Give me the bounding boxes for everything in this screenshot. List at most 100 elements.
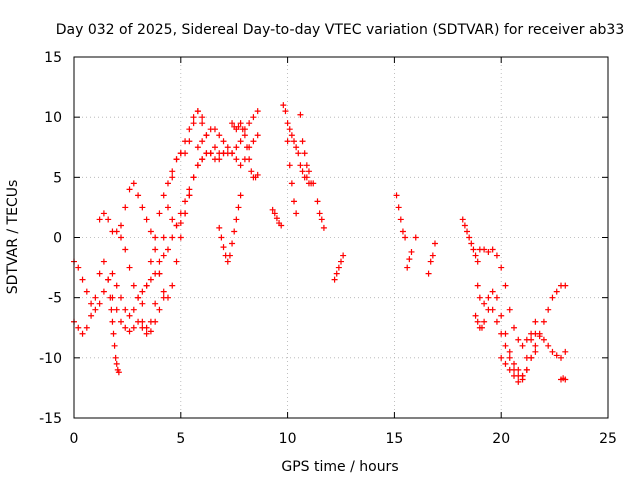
data-point (553, 288, 560, 295)
data-point (115, 369, 122, 376)
data-point (404, 264, 411, 271)
data-point (207, 150, 214, 157)
data-point (229, 240, 236, 247)
data-point (549, 294, 556, 301)
data-point (235, 204, 242, 211)
data-point (117, 222, 124, 229)
data-point (122, 324, 129, 331)
data-point (280, 102, 287, 109)
data-point (122, 204, 129, 211)
data-point (278, 222, 285, 229)
data-point (408, 248, 415, 255)
data-point (532, 348, 539, 355)
series-sat-track-s (425, 240, 438, 277)
series-sat-track-b (71, 258, 167, 337)
data-point (254, 108, 261, 115)
data-point (506, 366, 513, 373)
x-tick-label: 15 (385, 431, 403, 447)
x-tick-label: 5 (176, 431, 185, 447)
data-point (190, 114, 197, 121)
data-point (549, 348, 556, 355)
data-point (288, 132, 295, 139)
data-point (515, 336, 522, 343)
data-point (523, 354, 530, 361)
data-point (246, 156, 253, 163)
series-sat-track-m (284, 138, 300, 217)
data-point (502, 342, 509, 349)
data-point (194, 144, 201, 151)
data-point (109, 318, 116, 325)
data-point (147, 328, 154, 335)
data-point (126, 312, 133, 319)
data-point (273, 215, 280, 222)
data-point (164, 204, 171, 211)
series-sat-track-p (331, 252, 347, 283)
data-point (229, 150, 236, 157)
data-point (169, 234, 176, 241)
series-sat-track-w (498, 318, 539, 385)
data-point (88, 300, 95, 307)
y-tick-label: -5 (48, 291, 62, 307)
data-point (293, 210, 300, 217)
data-point (100, 210, 107, 217)
data-point (173, 222, 180, 229)
data-point (100, 258, 107, 265)
data-point (318, 216, 325, 223)
data-point (156, 270, 163, 277)
series-sat-track-v (472, 306, 539, 383)
data-point (130, 282, 137, 289)
data-point (553, 352, 560, 359)
data-point (79, 276, 86, 283)
data-point (113, 306, 120, 313)
data-point (169, 174, 176, 181)
data-point (235, 123, 242, 130)
data-point (122, 306, 129, 313)
data-point (237, 138, 244, 145)
data-point (186, 186, 193, 193)
data-point (92, 306, 99, 313)
data-point (224, 144, 231, 151)
data-point (135, 192, 142, 199)
data-point (466, 234, 473, 241)
data-point (254, 171, 261, 178)
data-point (186, 192, 193, 199)
data-point (545, 342, 552, 349)
data-point (143, 216, 150, 223)
data-point (474, 282, 481, 289)
data-point (156, 306, 163, 313)
data-point (476, 294, 483, 301)
data-point (246, 120, 253, 127)
data-point (338, 258, 344, 265)
data-point (92, 294, 99, 301)
chart-title: Day 032 of 2025, Sidereal Day-to-day VTE… (56, 22, 625, 38)
data-point (519, 372, 526, 379)
data-point (295, 150, 302, 157)
data-point (75, 324, 82, 331)
data-point (199, 156, 206, 163)
data-point (113, 228, 120, 235)
data-point (139, 204, 146, 211)
series-sat-track-t (459, 216, 569, 361)
data-point (562, 282, 569, 289)
data-point (536, 330, 543, 337)
series-sat-track-n (297, 111, 312, 175)
data-point (399, 228, 406, 235)
data-point (173, 258, 180, 265)
data-point (474, 258, 481, 265)
data-point (402, 234, 409, 241)
data-point (139, 288, 146, 295)
data-point (107, 294, 114, 301)
data-point (250, 114, 257, 121)
data-point (218, 234, 225, 241)
data-point (220, 244, 227, 251)
data-point (139, 300, 146, 307)
data-point (160, 288, 167, 295)
data-point (244, 144, 251, 151)
data-point (485, 294, 492, 301)
data-point (156, 210, 163, 217)
data-point (143, 324, 150, 331)
tick-labels-layer: 0 5 10 15 20 25 -15 -10 -5 0 5 10 15 (39, 50, 617, 447)
data-point (502, 360, 509, 367)
data-point (233, 144, 240, 151)
